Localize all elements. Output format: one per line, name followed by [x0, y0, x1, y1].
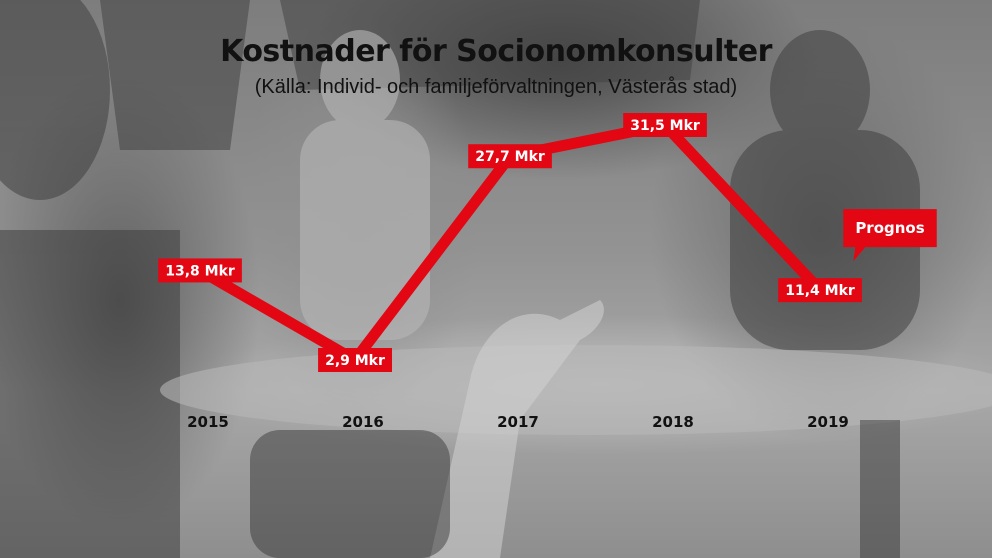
svg-text:2,9 Mkr: 2,9 Mkr — [325, 353, 385, 369]
x-tick-label: 2019 — [807, 413, 849, 431]
data-label: 11,4 Mkr — [778, 278, 862, 303]
x-tick-label: 2018 — [652, 413, 694, 431]
svg-text:11,4 Mkr: 11,4 Mkr — [785, 283, 855, 299]
svg-text:Prognos: Prognos — [855, 219, 924, 237]
data-label: 31,5 Mkr — [623, 113, 707, 137]
svg-text:31,5 Mkr: 31,5 Mkr — [630, 118, 700, 134]
x-tick-label: 2015 — [187, 413, 229, 431]
forecast-callout: Prognos — [843, 209, 937, 262]
data-label: 13,8 Mkr — [158, 258, 242, 283]
x-tick-label: 2016 — [342, 413, 384, 431]
chart-subtitle: (Källa: Individ- och familjeförvaltninge… — [254, 76, 738, 98]
x-tick-label: 2017 — [497, 413, 539, 431]
data-label: 27,7 Mkr — [468, 144, 552, 169]
data-label: 2,9 Mkr — [318, 348, 393, 372]
chart-title: Kostnader för Socionomkonsulter — [220, 34, 772, 69]
svg-text:13,8 Mkr: 13,8 Mkr — [165, 263, 235, 279]
svg-text:27,7 Mkr: 27,7 Mkr — [475, 149, 545, 165]
